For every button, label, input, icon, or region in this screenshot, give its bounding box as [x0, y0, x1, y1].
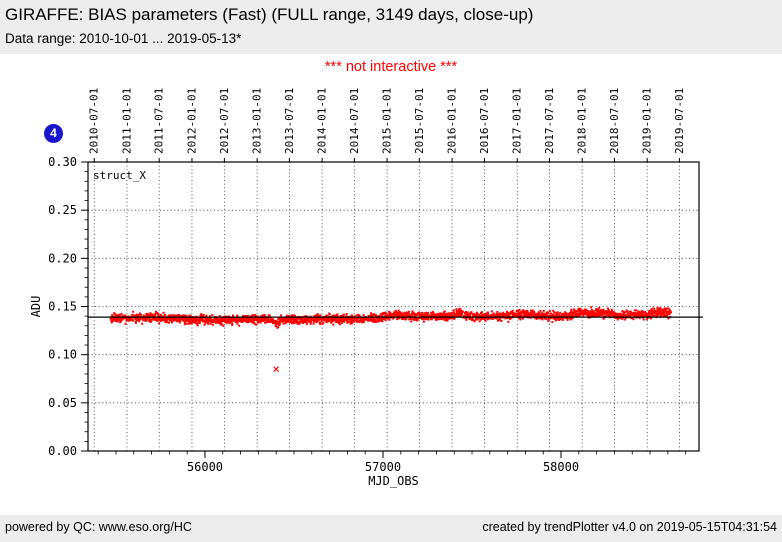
y-tick-label: 0.10: [48, 348, 77, 362]
top-date-label: 2015-07-01: [413, 88, 426, 154]
y-tick-label: 0.30: [48, 155, 77, 169]
top-date-label: 2013-01-01: [251, 88, 264, 154]
page-title: GIRAFFE: BIAS parameters (Fast) (FULL ra…: [5, 5, 534, 24]
not-interactive-notice: *** not interactive ***: [324, 59, 458, 75]
plot-frame: [87, 161, 700, 452]
top-date-label: 2014-07-01: [348, 88, 361, 154]
data-range-subtitle: Data range: 2010-10-01 ... 2019-05-13*: [5, 31, 242, 46]
footer-bar: powered by QC: www.eso.org/HC created by…: [0, 515, 782, 542]
top-date-label: 2013-07-01: [283, 88, 296, 154]
x-tick-label: 58000: [543, 460, 579, 474]
top-date-label: 2014-01-01: [316, 88, 329, 154]
footer-powered-by: powered by QC: www.eso.org/HC: [5, 520, 192, 534]
y-tick-label: 0.15: [48, 300, 77, 314]
x-axis-title: MJD_OBS: [368, 474, 419, 488]
top-date-label: 2017-07-01: [543, 88, 556, 154]
outlier-marker: [273, 366, 280, 373]
top-date-label: 2016-01-01: [446, 88, 459, 154]
y-tick-label: 0.25: [48, 203, 77, 217]
top-date-label: 2019-01-01: [641, 88, 654, 154]
top-date-label: 2011-07-01: [153, 88, 166, 154]
footer-created-by: created by trendPlotter v4.0 on 2019-05-…: [482, 520, 777, 534]
top-date-label: 2015-01-01: [381, 88, 394, 154]
y-tick-label: 0.05: [48, 396, 77, 410]
top-date-label: 2012-01-01: [185, 88, 198, 154]
top-date-label: 2018-07-01: [608, 88, 621, 154]
top-date-label: 2010-07-01: [88, 88, 101, 154]
y-axis-title: ADU: [29, 296, 43, 318]
top-date-label: 2019-07-01: [673, 88, 686, 154]
header-bar: GIRAFFE: BIAS parameters (Fast) (FULL ra…: [0, 0, 782, 54]
top-date-label: 2018-01-01: [576, 88, 589, 154]
top-date-label: 2017-01-01: [511, 88, 524, 154]
top-date-label: 2016-07-01: [478, 88, 491, 154]
series-label: struct_X: [93, 169, 146, 182]
x-tick-label: 57000: [365, 460, 401, 474]
y-tick-label: 0.00: [48, 444, 77, 458]
plot-number-badge[interactable]: 4: [44, 124, 63, 143]
y-tick-label: 0.20: [48, 251, 77, 265]
top-date-label: 2012-07-01: [218, 88, 231, 154]
x-tick-label: 56000: [187, 460, 223, 474]
top-date-label: 2011-01-01: [120, 88, 133, 154]
